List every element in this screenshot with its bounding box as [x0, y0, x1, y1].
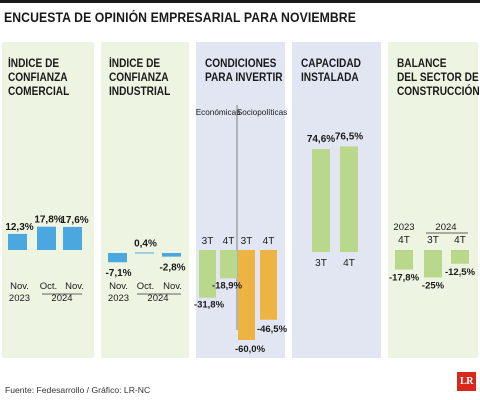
- data-label: 12,3%: [5, 222, 33, 233]
- data-label: -17,8%: [389, 273, 420, 284]
- panel-title-industrial: ÍNDICE DE CONFIANZA INDUSTRIAL: [109, 57, 170, 99]
- tick-label: Nov.: [65, 281, 84, 292]
- panel-title-line: DEL SECTOR DE: [397, 72, 479, 84]
- year-label: 2024: [435, 222, 456, 233]
- data-label: 74,6%: [307, 134, 335, 145]
- panel-title-line: ÍNDICE DE: [8, 58, 60, 70]
- top-rule: [0, 0, 480, 3]
- lr-logo: LR: [457, 372, 476, 391]
- tick-label: Oct.: [137, 281, 154, 292]
- group-label: Sociopolíticas: [237, 108, 288, 117]
- year-label: 2023: [393, 222, 414, 233]
- panel-title-comercial: ÍNDICE DE CONFIANZA COMERCIAL: [8, 57, 69, 99]
- year-label: 2023: [108, 293, 129, 304]
- panel-balance-construccion: BALANCE DEL SECTOR DE CONSTRUCCIÓN: [388, 42, 480, 358]
- bar-comercial-1: [37, 226, 56, 250]
- panel-title-line: ÍNDICE DE: [109, 58, 161, 70]
- panel-title-line: CONDICIONES: [205, 58, 277, 70]
- page-title: ENCUESTA DE OPINIÓN EMPRESARIAL PARA NOV…: [4, 10, 356, 25]
- panel-title-construccion: BALANCE DEL SECTOR DE CONSTRUCCIÓN: [397, 57, 480, 99]
- panel-confianza-industrial: ÍNDICE DE CONFIANZA INDUSTRIAL: [101, 42, 189, 358]
- year-label: 2023: [9, 293, 30, 304]
- tick-label: 3T: [315, 258, 327, 269]
- panel-title-line: INDUSTRIAL: [109, 86, 171, 98]
- tick-label: Nov.: [163, 281, 182, 292]
- bar-capacidad-0: [312, 149, 330, 252]
- panel-title-line: CONFIANZA: [109, 72, 169, 84]
- panel-title-capacidad: CAPACIDAD INSTALADA: [301, 57, 361, 85]
- data-label: -7,1%: [105, 268, 131, 279]
- panel-title-line: PARA INVERTIR: [205, 72, 283, 84]
- data-label: -31,8%: [194, 300, 225, 311]
- tick-label: 3T: [202, 236, 214, 247]
- data-label: -25%: [422, 281, 445, 292]
- tick-label: 4T: [223, 236, 235, 247]
- data-label: -2,8%: [159, 263, 185, 274]
- data-label: 0,4%: [134, 238, 157, 249]
- tick-label: 4T: [343, 258, 355, 269]
- bar-comercial-2: [63, 226, 82, 250]
- bar-industrial-1: [135, 252, 154, 254]
- panel-title-line: CAPACIDAD: [301, 58, 361, 70]
- panel-title-line: CONSTRUCCIÓN: [397, 86, 480, 98]
- bar-condiciones-3: [260, 250, 277, 320]
- bar-condiciones-2: [238, 250, 255, 340]
- year-label: 2024: [147, 293, 168, 304]
- tick-label: 4T: [263, 236, 275, 247]
- tick-label: 4T: [398, 235, 410, 246]
- tick-label: Nov.: [109, 281, 128, 292]
- data-label: -46,5%: [257, 324, 288, 335]
- group-label: Económicas: [196, 108, 241, 117]
- panel-capacidad-instalada: CAPACIDAD INSTALADA: [292, 42, 381, 358]
- tick-label: Oct.: [40, 281, 57, 292]
- data-label: -60,0%: [235, 344, 266, 355]
- panel-confianza-comercial: ÍNDICE DE CONFIANZA COMERCIAL: [2, 42, 94, 358]
- bar-capacidad-1: [340, 146, 358, 252]
- bar-comercial-0: [8, 233, 27, 250]
- panel-title-line: INSTALADA: [301, 72, 359, 84]
- tick-label: 3T: [427, 235, 439, 246]
- data-label: 17,6%: [60, 215, 88, 226]
- panel-title-line: COMERCIAL: [8, 86, 70, 98]
- panel-title-line: CONFIANZA: [8, 72, 68, 84]
- data-label: -18,9%: [212, 280, 243, 291]
- tick-label: Nov.: [10, 281, 29, 292]
- bar-construccion-2: [451, 250, 469, 264]
- source-note: Fuente: Fedesarrollo / Gráfico: LR-NC: [5, 385, 151, 395]
- panel-title-line: BALANCE: [397, 58, 447, 70]
- data-label: -12,5%: [445, 267, 476, 278]
- bar-condiciones-1: [220, 250, 237, 279]
- bar-construccion-1: [424, 250, 442, 278]
- tick-label: 3T: [241, 236, 253, 247]
- bar-construccion-0: [395, 250, 413, 270]
- bar-industrial-2: [162, 253, 181, 257]
- tick-label: 4T: [454, 235, 466, 246]
- year-label: 2024: [51, 293, 72, 304]
- bar-industrial-0: [108, 253, 127, 263]
- panel-title-condiciones: CONDICIONES PARA INVERTIR: [205, 57, 283, 85]
- data-label: 76,5%: [335, 131, 363, 142]
- data-label: 17,8%: [34, 215, 62, 226]
- bar-condiciones-0: [199, 250, 216, 298]
